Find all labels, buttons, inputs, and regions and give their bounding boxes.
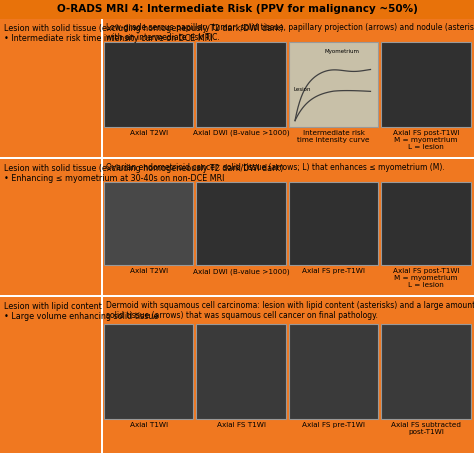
- Text: Axial T1WI: Axial T1WI: [130, 422, 168, 428]
- Text: Low-grade serous papillary tumor: solid tissue, papillary projection (arrows) an: Low-grade serous papillary tumor: solid …: [106, 23, 474, 43]
- Bar: [382, 182, 471, 265]
- Bar: [104, 323, 193, 419]
- Bar: [289, 323, 379, 419]
- Text: Axial T2WI: Axial T2WI: [130, 268, 168, 274]
- Text: Axial DWI (B-value >1000): Axial DWI (B-value >1000): [193, 268, 290, 275]
- Text: Lesion: Lesion: [294, 87, 311, 92]
- Bar: [101, 19, 103, 157]
- Text: Lesion with solid tissue (excluding homogeneously T2 dark/DWI dark)
• Enhancing : Lesion with solid tissue (excluding homo…: [4, 164, 283, 183]
- Text: Ovarian endometrioid cancer: solid tissue (arrows; L) that enhances ≤ myometrium: Ovarian endometrioid cancer: solid tissu…: [106, 163, 445, 172]
- Bar: [289, 43, 379, 127]
- Text: Dermoid with squamous cell carcinoma: lesion with lipid content (asterisks) and : Dermoid with squamous cell carcinoma: le…: [106, 301, 474, 320]
- Text: Axial FS subtracted
post-T1WI: Axial FS subtracted post-T1WI: [391, 422, 461, 435]
- Bar: [197, 323, 286, 419]
- Bar: [104, 182, 193, 265]
- Bar: [197, 182, 286, 265]
- Text: Axial FS pre-T1WI: Axial FS pre-T1WI: [302, 268, 365, 274]
- Bar: [382, 323, 471, 419]
- Text: Myometrium: Myometrium: [325, 48, 360, 53]
- Text: Lesion with solid tissue (excluding homogeneously T2 dark/DWI dark)
• Intermedia: Lesion with solid tissue (excluding homo…: [4, 24, 283, 43]
- Text: Intermediate risk
time intensity curve: Intermediate risk time intensity curve: [298, 130, 370, 143]
- Bar: [0, 157, 474, 159]
- Bar: [104, 43, 193, 127]
- Text: Axial FS post-T1WI
M = myometrium
L = lesion: Axial FS post-T1WI M = myometrium L = le…: [393, 130, 460, 149]
- Text: Axial DWI (B-value >1000): Axial DWI (B-value >1000): [193, 130, 290, 136]
- Text: Axial FS T1WI: Axial FS T1WI: [217, 422, 266, 428]
- Text: O-RADS MRI 4: Intermediate Risk (PPV for malignancy ~50%): O-RADS MRI 4: Intermediate Risk (PPV for…: [56, 5, 418, 14]
- Bar: [382, 43, 471, 127]
- Bar: [289, 182, 379, 265]
- Bar: [101, 297, 103, 453]
- Bar: [0, 0, 474, 19]
- Bar: [197, 43, 286, 127]
- Text: Axial FS post-T1WI
M = myometrium
L = lesion: Axial FS post-T1WI M = myometrium L = le…: [393, 268, 460, 288]
- Bar: [0, 295, 474, 297]
- Text: Axial T2WI: Axial T2WI: [130, 130, 168, 135]
- Bar: [101, 159, 103, 295]
- Text: Lesion with lipid content
• Large volume enhancing solid tissue: Lesion with lipid content • Large volume…: [4, 302, 158, 321]
- Text: Axial FS pre-T1WI: Axial FS pre-T1WI: [302, 422, 365, 428]
